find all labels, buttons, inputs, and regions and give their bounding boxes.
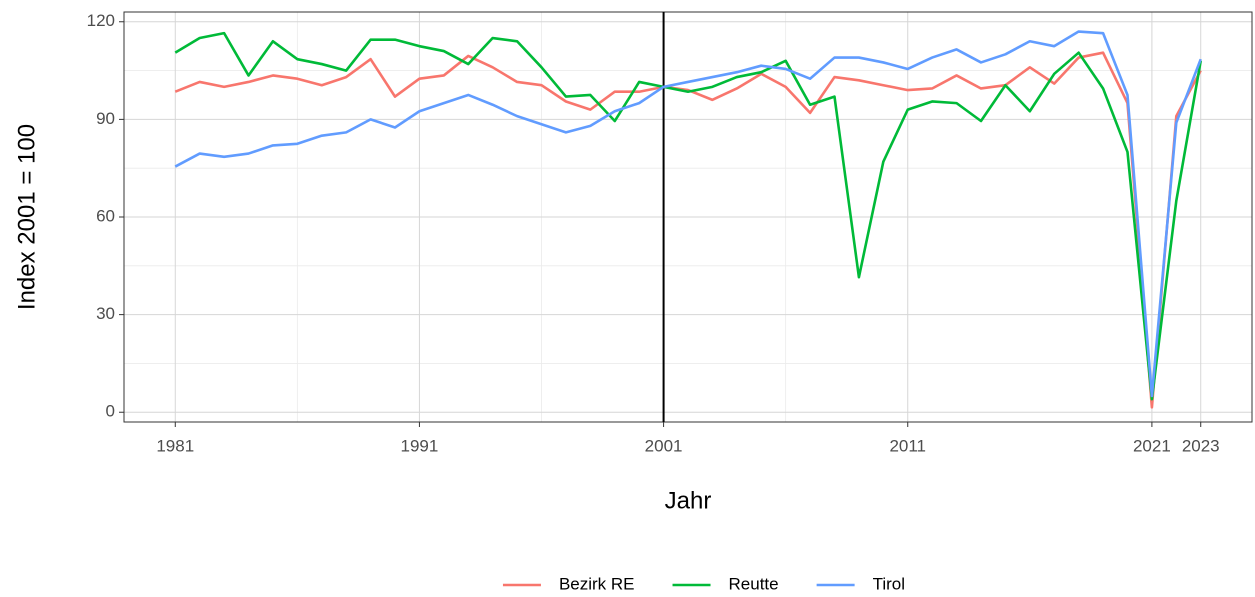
panel-border (123, 11, 1253, 423)
line (174, 30, 1202, 398)
x-axis-title: Jahr (665, 487, 712, 514)
legend-label: Bezirk RE (559, 574, 635, 593)
x-tick-label: 1981 (156, 436, 194, 455)
x-tick-label: 2001 (645, 436, 683, 455)
y-tick-label: 30 (96, 304, 115, 323)
x-tick-label: 1991 (401, 436, 439, 455)
y-axis-title: Index 2001 = 100 (13, 124, 40, 310)
x-tick-label: 2011 (889, 436, 926, 455)
y-tick-label: 0 (106, 402, 115, 421)
y-tick-label: 120 (87, 11, 115, 30)
line (174, 31, 1203, 401)
legend-label: Reutte (729, 574, 779, 593)
legend-label: Tirol (873, 574, 905, 593)
y-tick-label: 90 (96, 109, 115, 128)
y-tick-label: 60 (96, 206, 115, 225)
x-tick-label: 2023 (1182, 436, 1220, 455)
x-tick-label: 2021 (1133, 436, 1171, 455)
line (174, 51, 1202, 409)
